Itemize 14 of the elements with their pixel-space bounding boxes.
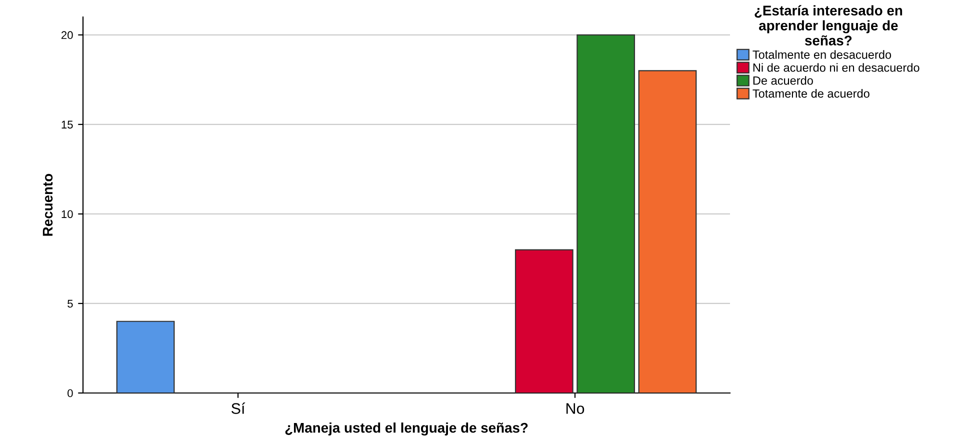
y-tick-label: 20 — [61, 31, 73, 40]
y-tick-label: 0 — [68, 389, 73, 398]
legend-label: Totamente de acuerdo — [752, 89, 870, 98]
legend-title: ¿Estaría interesado en aprender lenguaje de señas? — [754, 5, 902, 46]
legend-label: Totalmente en desacuerdo — [752, 50, 892, 59]
y-tick-label: 10 — [62, 210, 73, 218]
x-axis-title: ¿Maneja usted el lenguaje de señas? — [285, 422, 528, 436]
legend-label: Ni de acuerdo ni en desacuerdo — [753, 63, 920, 72]
x-tick-label: No — [566, 403, 584, 414]
y-tick-label: 15 — [62, 120, 73, 129]
legend-label: De acuerdo — [753, 76, 813, 85]
x-tick-label: Sí — [231, 402, 246, 414]
y-axis-title: Recuento — [42, 174, 53, 236]
y-tick-label: 5 — [68, 300, 73, 308]
